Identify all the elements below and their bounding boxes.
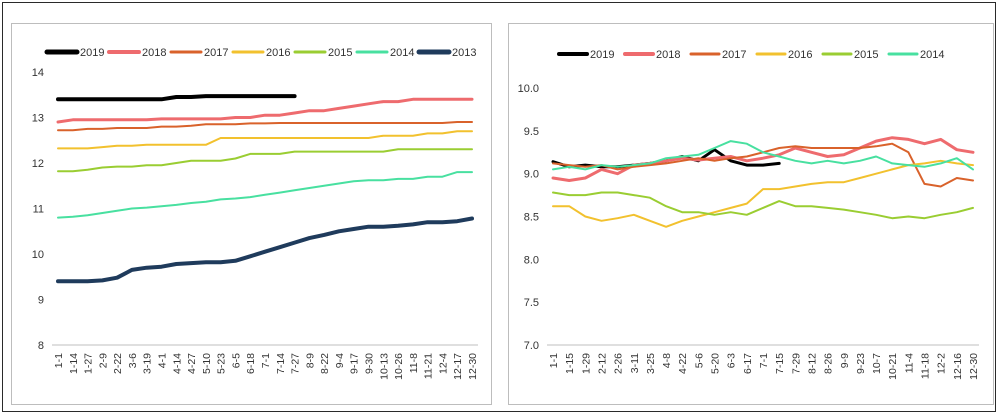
y-tick-label: 10.0 (518, 83, 539, 95)
y-tick-label: 13 (32, 113, 44, 125)
series-line-2018 (551, 136, 975, 182)
x-tick-label: 4-14 (171, 353, 183, 374)
x-tick-label: 12-17 (452, 353, 464, 380)
x-tick-label: 12-16 (952, 353, 964, 380)
series-line-2014 (57, 171, 473, 219)
y-tick-label: 8.5 (524, 212, 539, 224)
x-tick-label: 5-6 (693, 353, 705, 368)
legend-label-2016: 2016 (788, 49, 812, 61)
x-tick-label: 8-9 (304, 353, 316, 368)
series-line-2015 (57, 148, 473, 173)
figure-frame: 8 9 10 11 12 13 14 1-1 1-14 1-27 2-9 2-22 3-6 3-19 4-1… (2, 2, 996, 412)
legend-label-2015: 2015 (328, 47, 352, 59)
y-tick-label: 8.0 (524, 254, 539, 266)
x-tick-label: 7-27 (290, 353, 302, 374)
legend-label-2016: 2016 (266, 47, 290, 59)
x-tick-label: 2-12 (596, 353, 608, 374)
series-line-2013 (56, 216, 474, 284)
x-tick-label: 7-1 (260, 353, 272, 368)
y-tick-label: 9.0 (524, 169, 539, 181)
y-tick-label: 12 (32, 158, 44, 170)
x-tick-label: 9-4 (334, 353, 346, 368)
x-tick-label: 1-29 (580, 353, 592, 374)
x-tick-label: 12-2 (936, 353, 948, 374)
y-tick-label: 7.5 (524, 297, 539, 309)
series-line-2017 (57, 121, 473, 132)
y-tick-label: 14 (32, 67, 44, 79)
x-tick-label: 10-7 (871, 353, 883, 374)
x-tick-label: 4-22 (677, 353, 689, 374)
x-tick-label: 1-1 (548, 353, 560, 368)
chart-panel-left: 8 9 10 11 12 13 14 1-1 1-14 1-27 2-9 2-22 3-6 3-19 4-1… (11, 23, 492, 405)
legend-label-2014: 2014 (920, 49, 944, 61)
legend-label-2013: 2013 (452, 47, 476, 59)
legend-label-2019: 2019 (80, 47, 104, 59)
x-tick-label: 8-12 (806, 353, 818, 374)
x-tick-label: 6-3 (726, 353, 738, 368)
x-tick-label: 10-13 (378, 353, 390, 380)
x-tick-label: 9-9 (839, 353, 851, 368)
x-tick-label: 6-18 (245, 353, 257, 374)
x-tick-label: 2-22 (112, 353, 124, 374)
legend-label-2019: 2019 (590, 49, 614, 61)
x-tick-label: 7-1 (758, 353, 770, 368)
x-tick-label: 3-6 (127, 353, 139, 368)
x-tick-label: 4-1 (157, 353, 169, 368)
series-line-2018 (56, 97, 474, 124)
y-tick-label: 11 (33, 204, 44, 216)
legend-label-2017: 2017 (204, 47, 228, 59)
x-tick-label: 10-21 (887, 353, 899, 380)
series-line-2015 (552, 191, 974, 220)
series-line-2016 (552, 159, 974, 228)
y-tick-label: 8 (38, 340, 44, 352)
x-tick-label: 11-8 (408, 353, 420, 373)
x-tick-label: 5-10 (201, 353, 213, 374)
x-tick-label: 8-26 (823, 353, 835, 374)
x-tick-label: 3-19 (142, 353, 154, 374)
y-tick-label: 10 (32, 249, 44, 261)
x-tick-label: 11-4 (903, 353, 915, 373)
legend-label-2017: 2017 (722, 49, 746, 61)
x-tick-label: 5-23 (216, 353, 228, 374)
y-tick-label: 9 (38, 295, 44, 307)
x-tick-label: 11-21 (423, 353, 435, 379)
legend-label-2015: 2015 (854, 49, 878, 61)
x-tick-label: 7-29 (790, 353, 802, 374)
chart-panel-right: 7.0 7.5 8.0 8.5 9.0 9.5 10.0 1-1 1-15 1-29 2-12 2-2… (508, 23, 994, 405)
x-tick-label: 3-11 (629, 353, 641, 373)
x-tick-label: 9-17 (349, 353, 361, 374)
legend-label-2014: 2014 (390, 47, 414, 59)
series-line-2019 (56, 94, 297, 102)
x-tick-label: 4-27 (186, 353, 198, 374)
x-tick-label: 6-5 (230, 353, 242, 368)
legend-label-2018: 2018 (142, 47, 166, 59)
x-tick-label: 12-30 (968, 353, 980, 380)
x-tick-label: 7-14 (275, 353, 287, 374)
x-tick-label: 9-30 (364, 353, 376, 374)
x-tick-label: 1-27 (83, 353, 95, 374)
x-tick-label: 9-23 (855, 353, 867, 374)
x-tick-label: 8-22 (319, 353, 331, 374)
x-tick-label: 12-4 (437, 353, 449, 374)
x-tick-label: 2-26 (613, 353, 625, 374)
chart-right: 7.0 7.5 8.0 8.5 9.0 9.5 10.0 1-1 1-15 1-29 2-12 2-2… (518, 49, 980, 380)
x-tick-label: 11-18 (920, 353, 932, 379)
y-tick-label: 7.0 (524, 340, 539, 352)
series-line-2016 (57, 130, 473, 150)
x-tick-label: 2-9 (97, 353, 109, 368)
x-tick-label: 3-25 (645, 353, 657, 374)
x-tick-label: 7-15 (774, 353, 786, 374)
x-tick-label: 1-15 (564, 353, 576, 374)
x-tick-label: 1-1 (53, 353, 65, 368)
series-line-2014 (552, 140, 974, 171)
x-tick-label: 1-14 (68, 353, 80, 374)
x-tick-label: 5-20 (710, 353, 722, 374)
x-tick-label: 12-30 (467, 353, 479, 380)
legend-label-2018: 2018 (656, 49, 680, 61)
x-tick-label: 4-8 (661, 353, 673, 368)
x-tick-label: 10-26 (393, 353, 405, 380)
x-tick-label: 6-17 (742, 353, 754, 374)
y-tick-label: 9.5 (524, 126, 539, 138)
